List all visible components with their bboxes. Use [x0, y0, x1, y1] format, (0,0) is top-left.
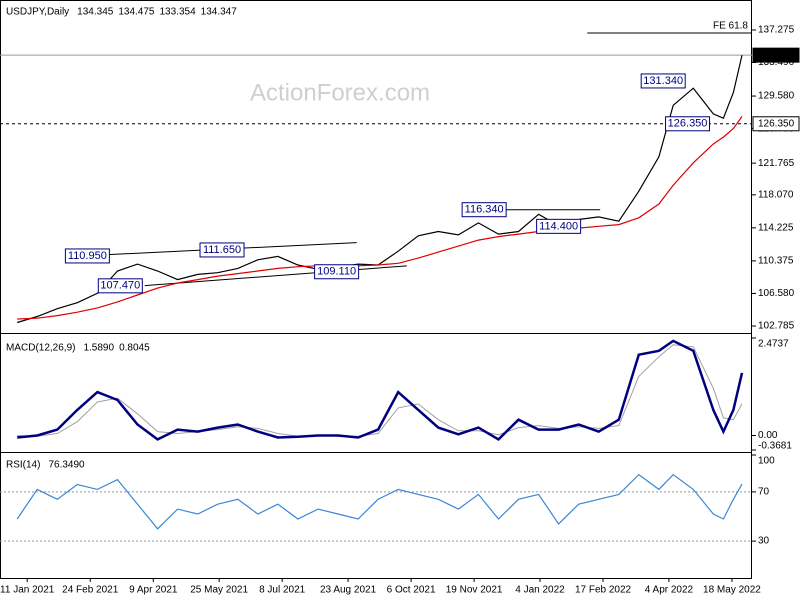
series-line: [16, 473, 743, 530]
series-line: [17, 344, 743, 437]
y-tick-label: 118.070: [758, 189, 794, 200]
x-tick-label: 23 Aug 2021: [320, 585, 377, 596]
panel-title: MACD(12,26,9): [6, 343, 75, 354]
y-tick-label: 137.275: [758, 25, 795, 36]
header-value: 0.8045: [119, 343, 150, 354]
annotation-label: 126.350: [668, 118, 708, 130]
annotation-label: 131.340: [643, 75, 683, 87]
y-tick-label: 30: [758, 536, 770, 547]
level-box: [752, 116, 800, 132]
header-value: 134.475: [118, 7, 155, 18]
annotation-label: 114.400: [539, 220, 578, 232]
annotation-label: 107.470: [100, 280, 140, 292]
x-tick-label: 8 Jul 2021: [259, 585, 306, 596]
panel-title: USDJPY,Daily: [6, 7, 69, 18]
trendline-label: FE 61.8: [713, 21, 748, 32]
annotation-label: 109.110: [317, 266, 356, 278]
y-tick-label: 2.4737: [758, 339, 789, 350]
x-tick-label: 9 Apr 2021: [129, 585, 178, 596]
y-tick-label: 110.375: [758, 256, 794, 267]
y-tick-label: 121.765: [758, 158, 795, 169]
series-line: [17, 116, 743, 320]
header-value: 133.354: [159, 7, 196, 18]
x-tick-label: 19 Nov 2021: [446, 585, 503, 596]
annotation-box: [461, 202, 507, 218]
x-tick-label: 18 May 2022: [703, 585, 761, 596]
header-value: 76.3490: [48, 460, 85, 471]
watermark: ActionForex.com: [250, 79, 430, 106]
y-tick-label: -0.3681: [758, 441, 792, 452]
annotation-label: 110.950: [68, 250, 107, 262]
x-tick-label: 17 Feb 2022: [575, 585, 632, 596]
header-value: 134.347: [201, 7, 238, 18]
annotation-box: [97, 278, 143, 294]
x-tick-label: 4 Jan 2022: [515, 585, 565, 596]
trendline: [144, 265, 407, 287]
header-value: 134.345: [77, 7, 114, 18]
y-tick-label: 0.00: [758, 430, 778, 441]
annotation-label: 111.650: [203, 244, 241, 256]
y-tick-label: 100: [758, 456, 775, 467]
y-tick-label: 102.785: [758, 321, 795, 332]
y-tick-label: 129.580: [758, 91, 795, 102]
level-label: 134.347: [758, 50, 795, 61]
header-value: 1.5890: [83, 343, 114, 354]
x-tick-label: 6 Oct 2021: [387, 585, 436, 596]
y-tick-label: 70: [758, 487, 770, 498]
x-tick-label: 4 Apr 2022: [645, 585, 694, 596]
annotation-box: [536, 218, 582, 234]
annotation-box: [314, 264, 360, 280]
panel-title: RSI(14): [6, 460, 40, 471]
annotation-box: [665, 116, 711, 132]
y-tick-label: 114.225: [758, 222, 794, 233]
level-label: 126.350: [758, 118, 795, 129]
annotation-box: [199, 242, 245, 258]
series-line: [17, 55, 743, 324]
level-box: [752, 47, 800, 63]
annotation-box: [640, 73, 686, 89]
annotation-label: 116.340: [465, 204, 504, 216]
annotation-box: [64, 248, 110, 264]
x-tick-label: 11 Jan 2021: [0, 585, 55, 596]
x-tick-label: 25 May 2021: [190, 585, 248, 596]
x-tick-label: 24 Feb 2021: [62, 585, 119, 596]
y-tick-label: 106.580: [758, 288, 795, 299]
series-line: [17, 339, 744, 441]
